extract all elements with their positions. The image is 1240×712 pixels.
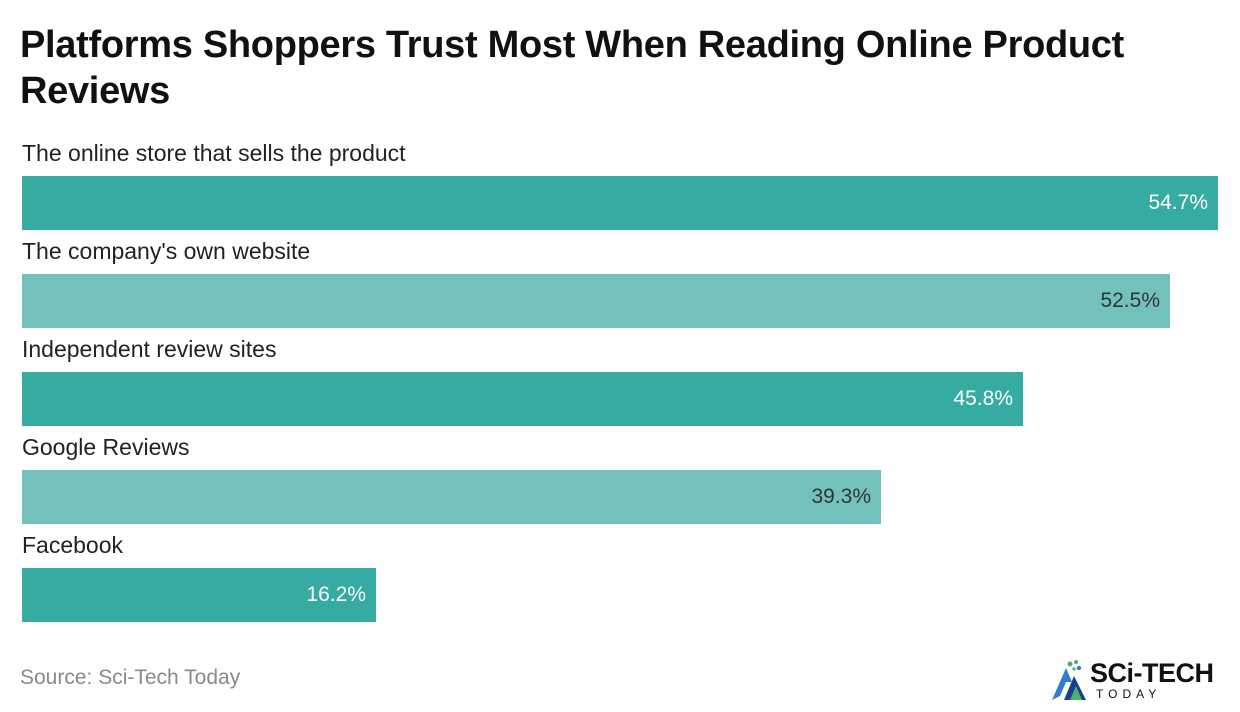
bar	[22, 470, 881, 524]
logo-mark-icon	[1052, 660, 1086, 700]
category-label: The online store that sells the product	[22, 140, 406, 166]
bar	[22, 176, 1218, 230]
value-label: 54.7%	[1148, 191, 1208, 214]
chart-title: Platforms Shoppers Trust Most When Readi…	[20, 24, 1124, 112]
bar	[22, 568, 376, 622]
bar-row: Independent review sites 45.8%	[22, 334, 1218, 432]
bar-row: The online store that sells the product 5…	[22, 138, 1218, 236]
category-label: Facebook	[22, 532, 124, 558]
logo-wordmark: SCi-TECH	[1090, 658, 1214, 688]
category-label: The company's own website	[22, 238, 311, 264]
category-label: Google Reviews	[22, 434, 190, 460]
bar	[22, 372, 1023, 426]
bar	[22, 274, 1170, 328]
bar-chart: The online store that sells the product 5…	[22, 138, 1218, 630]
value-label: 16.2%	[306, 583, 366, 606]
bar-row: Google Reviews 39.3%	[22, 432, 1218, 530]
value-label: 39.3%	[811, 485, 871, 508]
category-label: Independent review sites	[22, 336, 277, 362]
source-note: Source: Sci-Tech Today	[20, 666, 241, 689]
value-label: 45.8%	[953, 387, 1013, 410]
value-label: 52.5%	[1100, 289, 1160, 312]
logo-subtitle: TODAY	[1096, 687, 1162, 701]
bar-row: The company's own website 52.5%	[22, 236, 1218, 334]
bar-row: Facebook 16.2%	[22, 530, 1218, 628]
sci-tech-today-logo: SCi-TECH TODAY	[1048, 656, 1228, 704]
